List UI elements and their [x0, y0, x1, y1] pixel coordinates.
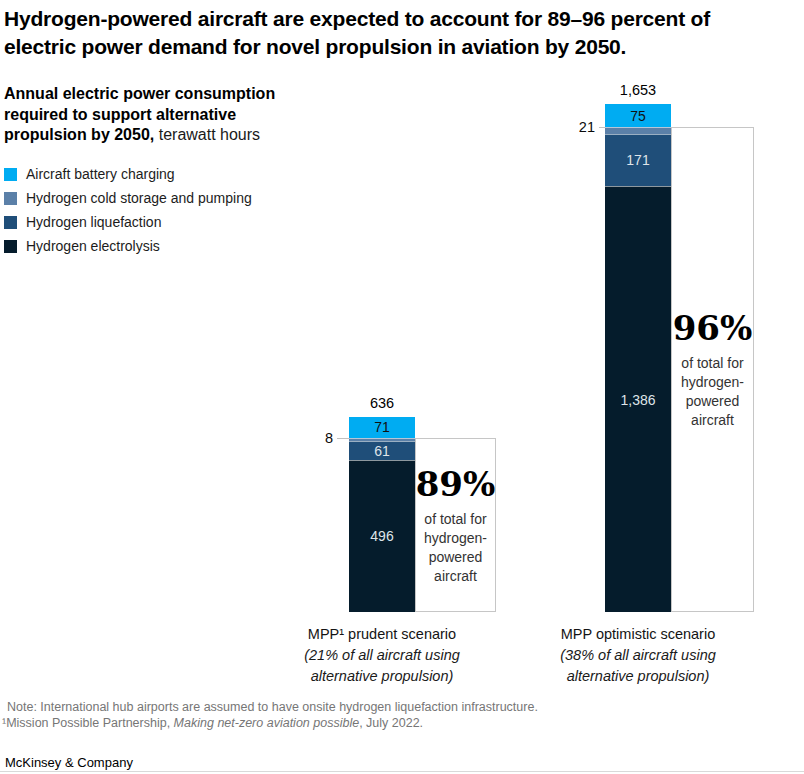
category-label-group: MPP¹ prudent scenario(21% of all aircraf…	[262, 624, 502, 687]
segment-value-label-external: 21	[555, 118, 595, 136]
bottom-rule	[0, 771, 804, 772]
source-text: ¹Mission Possible Partnership, Making ne…	[2, 715, 782, 731]
percent-value: 89%	[416, 465, 496, 503]
bar: 75 171 1,386	[605, 104, 671, 612]
percent-annotation: 96% of total for hydrogen- powered aircra…	[671, 127, 754, 612]
segment-value-label-external: 8	[293, 429, 333, 447]
segment-value-label: 1,386	[605, 392, 671, 408]
segment-value-label: 171	[605, 152, 671, 168]
category-sublabel: (21% of all aircraft using alternative p…	[262, 645, 502, 687]
category-sublabel: (38% of all aircraft using alternative p…	[518, 645, 758, 687]
category-label: MPP¹ prudent scenario	[262, 624, 502, 645]
source-title: Making net-zero aviation possible	[174, 716, 360, 730]
bar-segment-aircraft-battery-charging: 71	[349, 417, 415, 439]
category-label: MPP optimistic scenario	[518, 624, 758, 645]
percent-value: 96%	[673, 309, 753, 347]
source-prefix: ¹Mission Possible Partnership,	[2, 716, 174, 730]
tick-line	[337, 438, 349, 439]
bar-segment-aircraft-battery-charging: 75	[605, 104, 671, 127]
source-suffix: , July 2022.	[359, 716, 423, 730]
bar: 71 61 496	[349, 417, 415, 612]
bar-segment-hydrogen-liquefaction: 171	[605, 134, 671, 187]
segment-value-label: 71	[349, 419, 415, 435]
category-label-group: MPP optimistic scenario(38% of all aircr…	[518, 624, 758, 687]
segment-value-label: 496	[349, 528, 415, 544]
segment-value-label: 61	[349, 443, 415, 459]
bar-segment-hydrogen-electrolysis: 1,386	[605, 186, 671, 612]
percent-annotation: 89% of total for hydrogen- powered aircra…	[415, 438, 496, 612]
exhibit-canvas: Hydrogen-powered aircraft are expected t…	[0, 0, 804, 774]
bar-total-label: 1,653	[578, 82, 698, 98]
note-text: Note: International hub airports are ass…	[2, 699, 782, 715]
footnotes: Note: International hub airports are ass…	[2, 699, 782, 731]
bar-chart: 8 71 61 496 636 89% of total for hydrogen- pow…	[0, 0, 804, 774]
segment-value-label: 75	[605, 108, 671, 124]
brand-logo: McKinsey & Company	[5, 755, 133, 770]
bar-segment-hydrogen-liquefaction: 61	[349, 441, 415, 460]
bar-segment-hydrogen-electrolysis: 496	[349, 460, 415, 612]
percent-caption: of total for hydrogen- powered aircraft	[681, 354, 744, 430]
percent-caption: of total for hydrogen- powered aircraft	[424, 510, 487, 586]
bar-total-label: 636	[322, 395, 442, 411]
